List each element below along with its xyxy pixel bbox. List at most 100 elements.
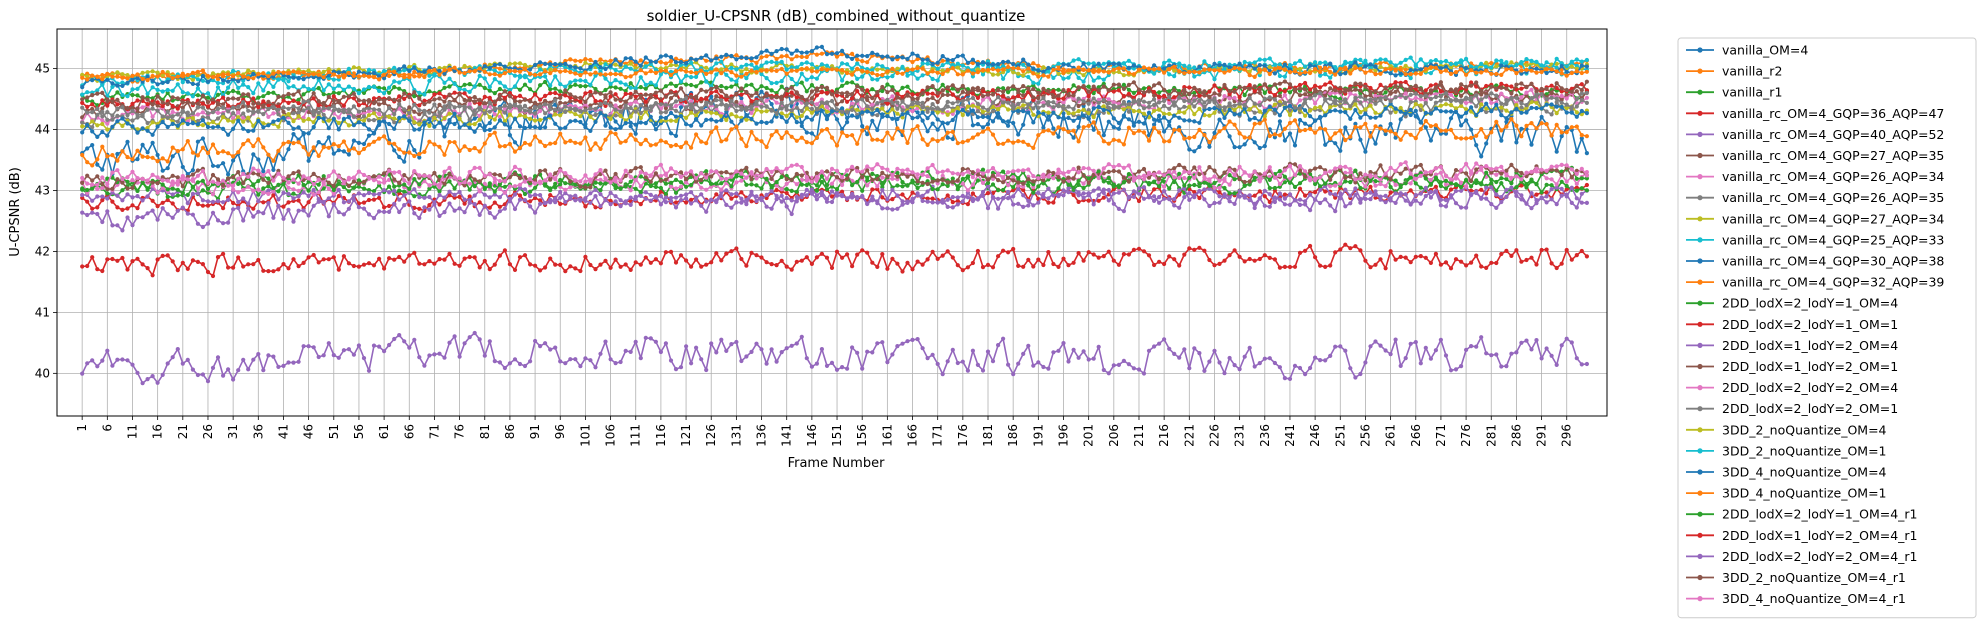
data-point bbox=[719, 89, 724, 94]
data-point bbox=[311, 187, 316, 192]
data-point bbox=[920, 91, 925, 96]
data-point bbox=[150, 208, 155, 213]
data-point bbox=[573, 193, 578, 198]
data-point bbox=[472, 146, 477, 151]
data-point bbox=[1247, 135, 1252, 140]
data-point bbox=[100, 118, 105, 123]
data-point bbox=[573, 82, 578, 87]
data-point bbox=[1413, 181, 1418, 186]
data-point bbox=[593, 90, 598, 95]
data-point bbox=[1514, 106, 1519, 111]
data-point bbox=[517, 182, 523, 187]
data-point bbox=[1116, 138, 1121, 143]
data-point bbox=[306, 131, 311, 136]
data-point bbox=[175, 149, 180, 154]
data-point bbox=[1554, 122, 1559, 127]
data-point bbox=[1423, 125, 1428, 130]
data-point bbox=[1066, 93, 1071, 98]
data-point bbox=[1519, 197, 1524, 202]
data-point bbox=[296, 89, 301, 94]
data-point bbox=[1474, 80, 1479, 85]
data-point bbox=[940, 136, 945, 141]
data-point bbox=[321, 88, 326, 93]
data-point bbox=[1554, 111, 1559, 116]
data-point bbox=[1011, 194, 1016, 199]
data-point bbox=[845, 80, 850, 85]
data-point bbox=[1318, 200, 1323, 206]
data-point bbox=[1448, 87, 1454, 92]
data-point bbox=[1499, 85, 1504, 90]
data-point bbox=[1438, 80, 1443, 85]
data-point bbox=[271, 167, 276, 172]
data-point bbox=[356, 140, 361, 145]
data-point bbox=[749, 110, 754, 116]
data-point bbox=[1136, 186, 1142, 191]
data-point bbox=[915, 185, 920, 191]
data-point bbox=[1428, 195, 1433, 200]
data-point bbox=[1428, 138, 1433, 143]
data-point bbox=[1358, 196, 1363, 201]
data-point bbox=[1071, 83, 1076, 88]
data-point bbox=[1297, 181, 1303, 186]
data-point bbox=[1378, 60, 1383, 66]
data-point bbox=[1459, 123, 1464, 128]
data-point bbox=[447, 92, 452, 97]
data-point bbox=[447, 118, 452, 123]
data-point bbox=[1403, 198, 1408, 203]
data-point bbox=[618, 104, 623, 109]
data-point bbox=[1574, 89, 1579, 94]
data-point bbox=[205, 221, 211, 226]
data-point bbox=[970, 108, 976, 113]
data-point bbox=[1096, 85, 1101, 90]
data-point bbox=[996, 206, 1001, 211]
data-point bbox=[1121, 107, 1126, 112]
data-point bbox=[100, 73, 105, 78]
data-point bbox=[291, 111, 296, 116]
data-point bbox=[875, 113, 880, 118]
data-point bbox=[779, 199, 784, 204]
data-point bbox=[774, 193, 779, 198]
data-point bbox=[1006, 138, 1011, 143]
data-point bbox=[754, 107, 759, 112]
data-point bbox=[346, 206, 351, 211]
data-point bbox=[100, 144, 105, 149]
data-point bbox=[900, 85, 905, 90]
data-point bbox=[583, 196, 588, 201]
data-point bbox=[1056, 87, 1061, 92]
data-point bbox=[1081, 79, 1086, 84]
data-point bbox=[251, 214, 256, 219]
data-point bbox=[286, 120, 291, 125]
data-point bbox=[412, 94, 417, 99]
data-point bbox=[326, 196, 331, 201]
data-point bbox=[1413, 114, 1418, 119]
data-point bbox=[678, 193, 684, 198]
data-point bbox=[1308, 114, 1313, 119]
data-point bbox=[251, 152, 256, 157]
data-point bbox=[371, 192, 377, 197]
data-point bbox=[633, 94, 638, 99]
data-point bbox=[749, 93, 754, 98]
data-point bbox=[996, 88, 1001, 93]
data-point bbox=[553, 181, 558, 186]
data-point bbox=[588, 200, 593, 205]
data-point bbox=[1433, 189, 1438, 194]
data-point bbox=[643, 99, 648, 104]
data-point bbox=[1217, 92, 1222, 97]
data-point bbox=[1358, 81, 1363, 86]
data-point bbox=[1499, 199, 1504, 205]
data-point bbox=[1101, 104, 1106, 109]
data-point bbox=[940, 58, 945, 63]
data-point bbox=[1534, 198, 1539, 203]
data-point bbox=[618, 140, 623, 145]
data-point bbox=[1232, 201, 1237, 206]
data-point bbox=[110, 153, 115, 158]
data-point bbox=[824, 90, 830, 95]
data-point bbox=[618, 125, 623, 130]
data-point bbox=[165, 166, 170, 171]
data-point bbox=[422, 195, 427, 200]
data-point bbox=[1247, 107, 1252, 112]
data-point bbox=[593, 205, 598, 210]
data-point bbox=[210, 210, 216, 215]
data-point bbox=[1081, 125, 1086, 130]
data-point bbox=[663, 84, 669, 89]
